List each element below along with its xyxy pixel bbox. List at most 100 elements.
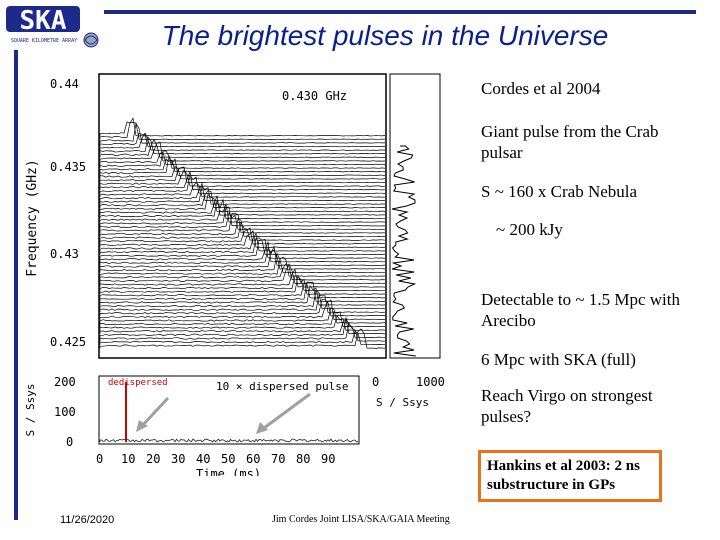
y-axis-label: Frequency (GHz) [25, 159, 40, 276]
spectrum-row [99, 227, 386, 245]
spectrum-row [99, 263, 386, 281]
spectrum-row [99, 268, 386, 288]
spectrum-row [99, 307, 386, 324]
bullet-3: S ~ 160 x Crab Nebula [481, 182, 638, 201]
spectrum-row [99, 141, 386, 162]
spectrum-row [99, 252, 386, 274]
bullet-6: 6 Mpc with SKA (full) [481, 350, 636, 369]
lower-x-tick: 90 [321, 452, 335, 466]
lower-time-series [99, 438, 359, 443]
side-axis-label: S / Ssys [376, 396, 429, 409]
lower-x-tick: 50 [221, 452, 235, 466]
spectrum-row [99, 136, 386, 155]
spectrum-row [99, 165, 386, 180]
footer-meeting: Jim Cordes Joint LISA/SKA/GAIA Meeting [272, 514, 450, 525]
spectrum-row [99, 237, 386, 256]
y-tick: 0.435 [50, 160, 86, 174]
slide-title: The brightest pulses in the Universe [161, 20, 609, 51]
spectrum-row [99, 318, 386, 335]
y-tick: 0.425 [50, 335, 86, 349]
spectrum-row [99, 330, 386, 346]
header-rule [104, 10, 696, 14]
side-tick: 0 [372, 375, 379, 389]
spectrum-row [99, 170, 386, 191]
side-spectrum-trace [391, 145, 417, 357]
bullet-4: ~ 200 kJy [496, 220, 563, 239]
spectrum-row [99, 218, 386, 238]
logo-text: SKA [20, 6, 67, 36]
left-rule [14, 50, 18, 520]
spectrum-row [99, 282, 385, 299]
lower-x-tick: 30 [171, 452, 185, 466]
spectrum-row [99, 198, 386, 220]
spectrum-row [99, 321, 385, 342]
spectrum-row [99, 263, 386, 284]
lower-y-tick: 100 [54, 405, 76, 419]
spectrum-row [99, 230, 386, 248]
lower-panel-frame [98, 375, 360, 445]
spectrum-row [99, 132, 385, 151]
spectrum-row [99, 240, 385, 263]
spectrum-row [99, 211, 386, 230]
lower-x-tick: 0 [96, 452, 103, 466]
arrow-head [136, 420, 148, 432]
spectrum-row [99, 166, 386, 184]
dispersed-arrow [263, 392, 311, 430]
footer-date: 11/26/2020 [60, 514, 115, 526]
spectrum-row [99, 238, 386, 259]
side-panel-frame [389, 73, 441, 359]
spectrum-row [99, 182, 385, 198]
dispersed-label: 10 × dispersed pulse [216, 380, 348, 393]
spectrum-row [99, 299, 385, 320]
y-tick: 0.43 [50, 247, 79, 261]
side-tick: 1000 [416, 375, 445, 389]
spectrum-row [99, 284, 386, 306]
freq-label: 0.430 GHz [282, 89, 347, 103]
spectrum-row [99, 195, 386, 216]
pulse-figure: 0.430 GHz 0.44 0.435 0.43 0.425 Frequenc… [24, 73, 445, 476]
spectrum-row [99, 249, 386, 270]
spectrum-row [99, 190, 386, 209]
spectrum-row [99, 132, 386, 148]
spectrum-row [99, 281, 386, 302]
spectrum-row [99, 169, 386, 187]
lower-y-tick: 200 [54, 375, 76, 389]
lower-y-tick: 0 [66, 435, 73, 449]
spectrum-row [99, 174, 386, 194]
lower-x-label: Time (ms) [196, 467, 261, 476]
spectrum-row [99, 151, 386, 166]
hankins-note: Hankins et al 2003: 2 ns substructure in… [478, 450, 662, 502]
bullet-1: Cordes et al 2004 [481, 79, 601, 98]
lower-x-ticks: 0 10 20 30 40 50 60 70 80 90 [96, 452, 335, 466]
lower-x-tick: 10 [121, 452, 135, 466]
spectrum-row [99, 182, 386, 202]
spectrum-row [99, 122, 385, 144]
spectrum-row [99, 289, 386, 310]
spectrum-row [99, 256, 386, 277]
spectrum-row [99, 294, 386, 313]
spectrum-row [99, 158, 386, 173]
lower-x-tick: 80 [296, 452, 310, 466]
bullet-5: Detectable to ~ 1.5 Mpc with Arecibo [481, 290, 680, 330]
spectrum-row [99, 328, 386, 349]
spectrum-row [99, 117, 386, 137]
spectrum-row [99, 232, 386, 252]
lower-x-tick: 60 [246, 452, 260, 466]
spectrum-row [99, 274, 386, 295]
dedispersed-arrow [140, 396, 170, 428]
spectrum-row [99, 221, 386, 241]
spectrum-row [99, 311, 386, 328]
lower-x-tick: 40 [196, 452, 210, 466]
spectrum-row [99, 314, 386, 331]
y-tick: 0.44 [50, 77, 79, 91]
spectrum-row [99, 138, 386, 158]
main-panel-frame [98, 73, 387, 359]
arrow-head [256, 422, 268, 434]
spectrum-row [99, 150, 386, 169]
dedispersed-label: dedispersed [108, 378, 168, 388]
spectrum-row [99, 275, 386, 292]
lower-y-label: S / Ssys [24, 384, 37, 437]
spectrum-row [99, 245, 386, 266]
spectrum-row [99, 206, 385, 227]
spectrum-row [99, 154, 386, 176]
